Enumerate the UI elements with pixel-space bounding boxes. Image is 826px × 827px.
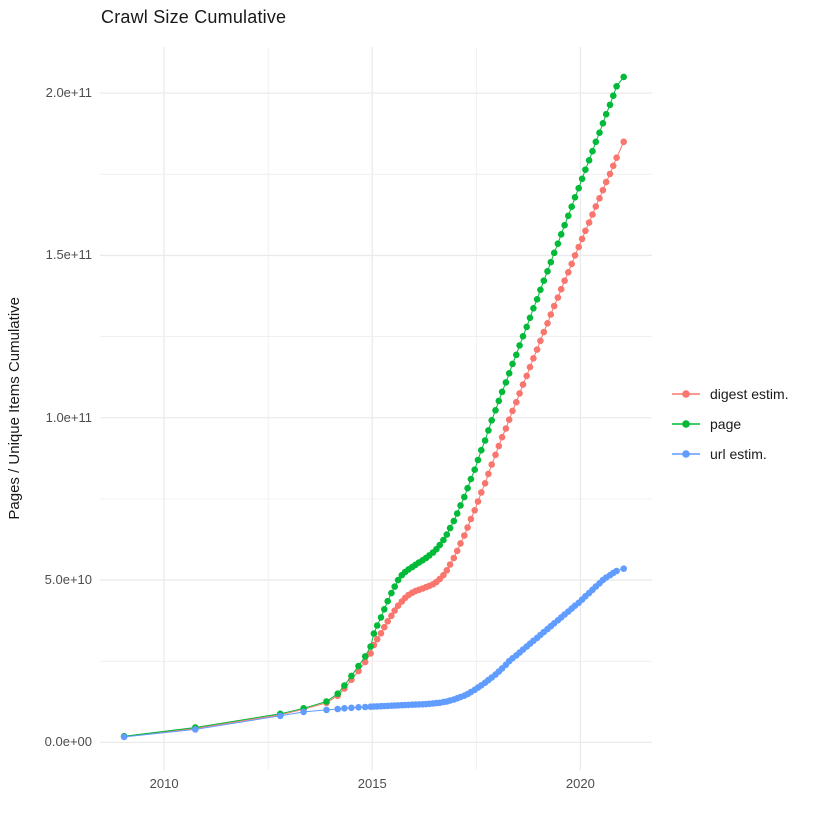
legend-label: digest estim. <box>710 386 789 402</box>
y-axis-tick-label: 0.0e+00 <box>44 734 92 750</box>
y-axis-tick-label: 1.5e+11 <box>45 247 92 263</box>
legend-label: page <box>710 416 742 432</box>
legend-key-digest-icon <box>672 390 700 398</box>
y-axis-tick-label: 2.0e+11 <box>45 85 92 101</box>
x-axis-tick-label: 2010 <box>149 776 179 791</box>
y-axis-title: Pages / Unique Items Cumulative <box>6 297 23 520</box>
y-axis-tick-label: 1.0e+11 <box>45 409 92 425</box>
x-axis-tick-label: 2020 <box>565 776 595 791</box>
y-axis-title-wrap: Pages / Unique Items Cumulative <box>6 47 23 770</box>
legend-key-url-icon <box>672 450 700 458</box>
legend-item-digest-estim: digest estim. <box>671 379 789 409</box>
legend-label: url estim. <box>710 446 767 462</box>
legend-key-page-icon <box>672 420 700 428</box>
chart-title: Crawl Size Cumulative <box>101 7 287 27</box>
legend-item-page: page <box>671 409 789 439</box>
legend: digest estim. page url estim. <box>671 379 789 469</box>
plot-area <box>100 47 652 770</box>
y-axis-tick-label: 5.0e+10 <box>44 572 92 588</box>
x-axis-tick-label: 2015 <box>357 776 387 791</box>
legend-item-url-estim: url estim. <box>671 439 789 469</box>
